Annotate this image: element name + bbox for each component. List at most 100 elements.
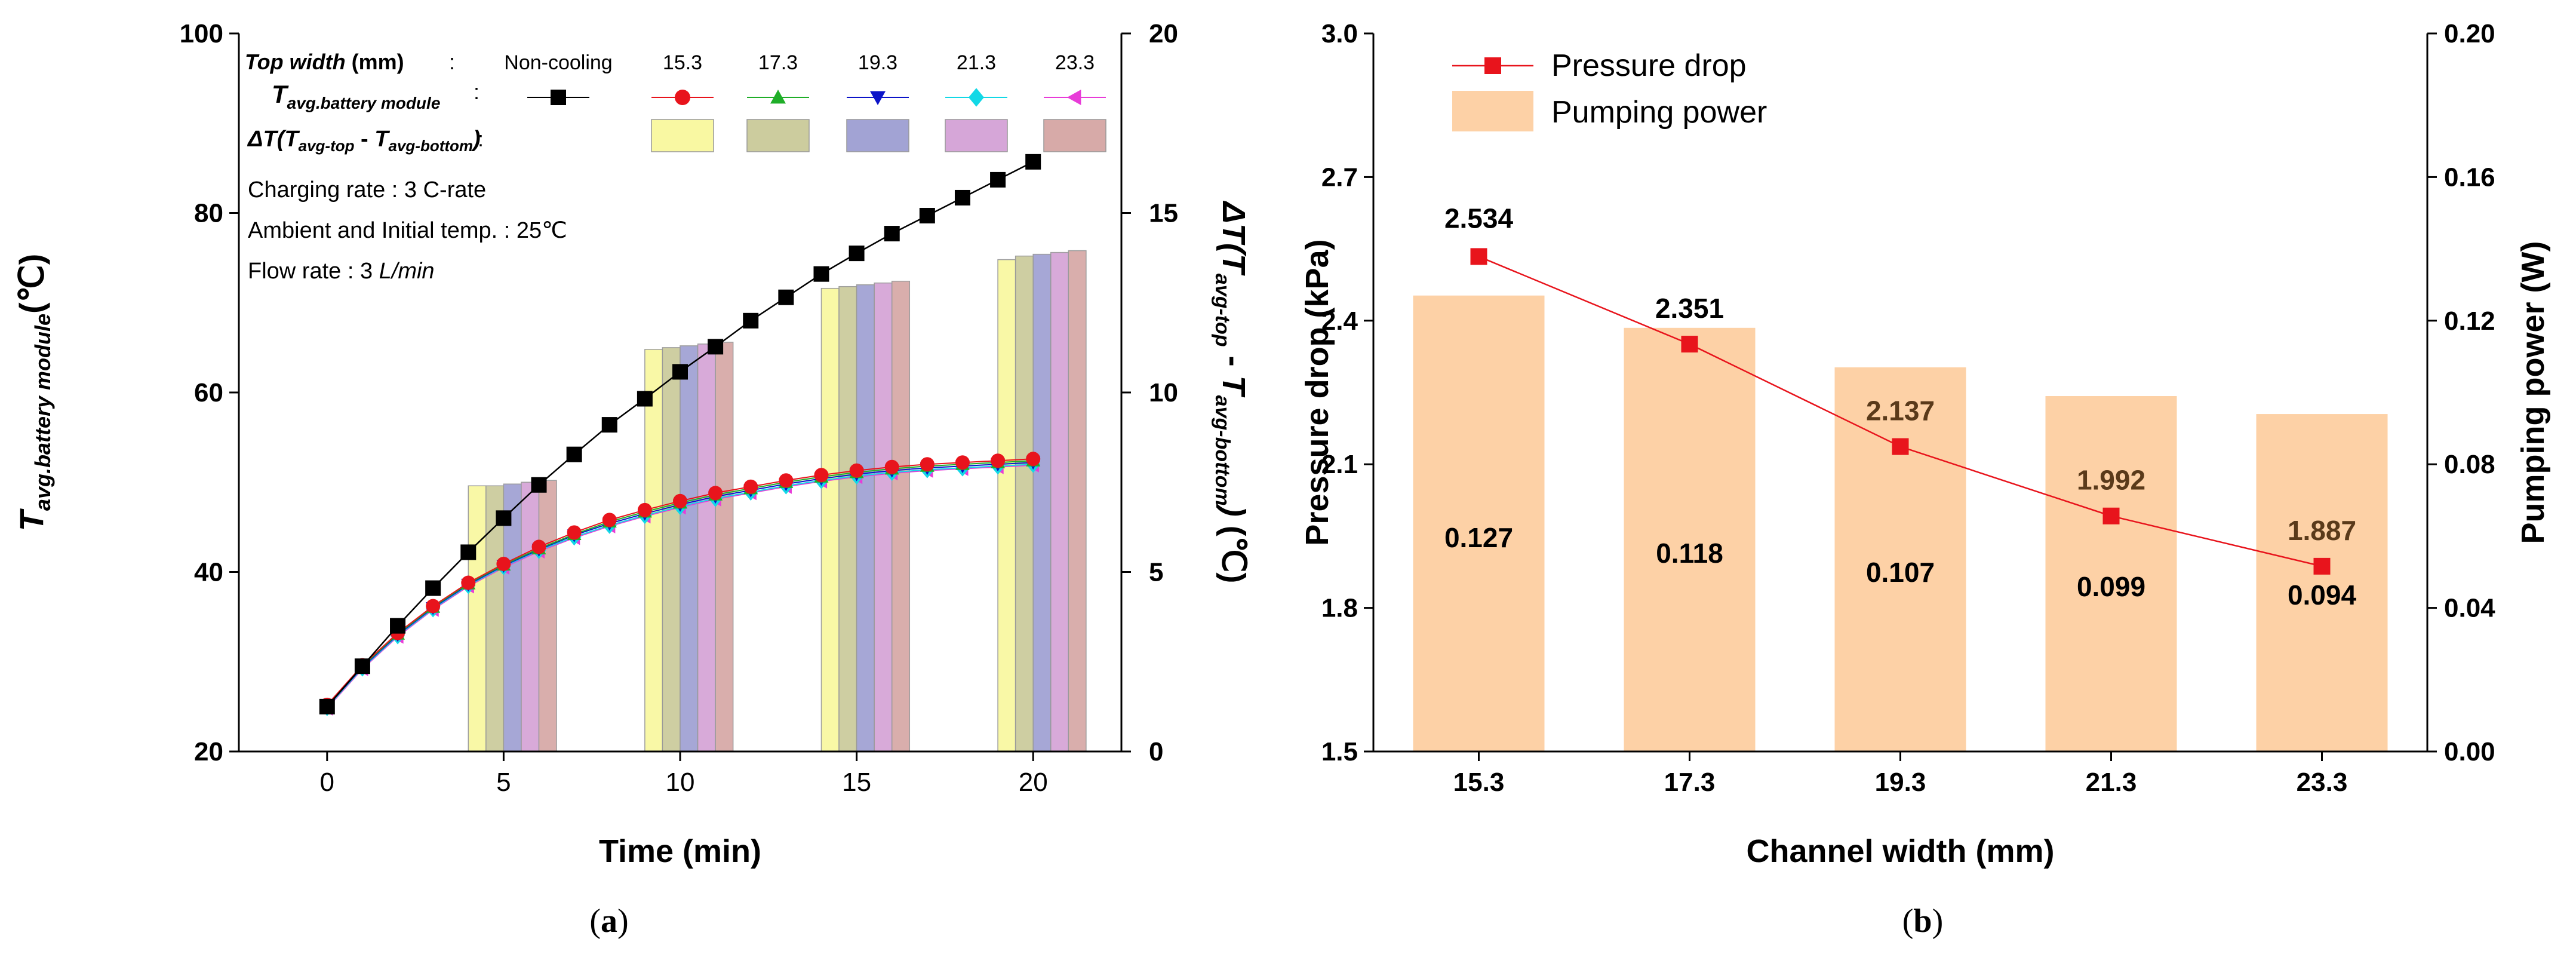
- legend-entry-label: 15.3: [663, 51, 702, 74]
- point-pressure-drop-1: [1681, 336, 1698, 353]
- bar-17_3-3: [1032, 253, 1052, 752]
- legend-bar-swatch: [1452, 91, 1533, 131]
- bar-pumping-power-1: [1624, 327, 1756, 751]
- y-right-axis-title: ΔT(Tavg-top - Tavg-bottom) (℃): [1211, 201, 1252, 584]
- y-left-tick-label: 1.5: [1321, 737, 1358, 766]
- panel-a: 0 5 10 15 20 20 40 60 80 100 0 5 10 15 20 Time (min) Tav…: [13, 19, 1252, 940]
- y-left-tick-label: 20: [194, 737, 223, 766]
- point-Non-cooling-2: [390, 618, 406, 634]
- point-Non-cooling-7: [566, 446, 582, 462]
- legend-marker: [675, 90, 690, 105]
- bar-Non-cooling-2: [820, 287, 840, 752]
- panel-label-a: (a): [589, 903, 628, 940]
- y-left-tick-label: 2.4: [1321, 306, 1358, 336]
- point-Non-cooling-19: [990, 171, 1006, 188]
- bars: [468, 250, 1087, 752]
- legend-bar-swatch: [945, 119, 1008, 152]
- panel-label-b: (b): [1902, 903, 1943, 940]
- legend-colon: :: [478, 127, 484, 151]
- point-pressure-drop-0: [1470, 248, 1487, 265]
- y-left-tick-label: 3.0: [1321, 19, 1358, 48]
- y-right-tick-label: 0.20: [2444, 19, 2495, 48]
- point-pressure-drop-3: [2102, 507, 2120, 524]
- legend: Top width (mm): Non-cooling 15.3 17.3 19.3 21…: [245, 50, 1106, 155]
- bar-17_3-2: [856, 284, 875, 752]
- bar-21_3-1: [715, 342, 734, 752]
- point-15_3-17: [920, 457, 935, 472]
- y-left-tick-label: 2.1: [1321, 450, 1358, 479]
- x-tick-label: 0: [320, 768, 334, 797]
- y-left-axis-title: Tavg.battery module(℃): [13, 254, 55, 532]
- bar-17_3-1: [680, 345, 699, 752]
- bar-15_3-3: [1015, 255, 1034, 752]
- point-Non-cooling-18: [954, 189, 970, 205]
- point-15_3-4: [461, 575, 476, 590]
- x-tick-label: 15: [842, 768, 871, 797]
- x-axis-title: Channel width (mm): [1747, 833, 2055, 869]
- point-Non-cooling-13: [778, 289, 794, 305]
- y-right-tick-label: 0.08: [2444, 450, 2495, 479]
- y-right-tick-label: 0.00: [2444, 737, 2495, 766]
- point-15_3-13: [779, 473, 794, 488]
- x-tick-label: 19.3: [1875, 768, 1926, 797]
- bar-15_3-0: [485, 485, 505, 752]
- bar-21_3-3: [1068, 250, 1087, 752]
- legend-bar-swatch: [1043, 119, 1106, 152]
- legend-entry-label: 21.3: [957, 51, 996, 74]
- line-value-label: 2.351: [1655, 293, 1724, 324]
- y-left-tick-label: 40: [194, 558, 223, 587]
- y-right-tick-label: 0.12: [2444, 306, 2495, 336]
- point-15_3-16: [884, 459, 899, 474]
- y-right-tick-label: 15: [1149, 199, 1178, 228]
- point-Non-cooling-8: [601, 417, 617, 433]
- point-Non-cooling-11: [708, 339, 724, 355]
- panel-b: 0.127 0.118 0.107 0.099 0.094 2.534 2.351 2.137…: [1299, 19, 2551, 940]
- point-Non-cooling-10: [672, 364, 688, 380]
- bar-Non-cooling-0: [468, 485, 487, 752]
- y-right-tick-label: 20: [1149, 19, 1178, 48]
- point-Non-cooling-0: [319, 698, 335, 714]
- x-tick-label: 15.3: [1453, 768, 1505, 797]
- point-15_3-7: [567, 525, 582, 540]
- point-15_3-9: [637, 502, 652, 517]
- legend-bar-swatch: [846, 119, 909, 152]
- bar-19_3-3: [1050, 251, 1069, 752]
- legend-row1-label: Tavg.battery module: [272, 80, 440, 112]
- legend: Pressure drop Pumping power: [1452, 48, 1767, 131]
- legend-entry-label: Non-cooling: [504, 51, 612, 74]
- point-Non-cooling-14: [813, 266, 829, 282]
- point-15_3-3: [426, 599, 441, 613]
- legend-marker: [870, 91, 886, 105]
- legend-bar-swatch: [651, 119, 714, 152]
- bar-pumping-power-3: [2045, 396, 2177, 751]
- point-15_3-12: [743, 479, 758, 494]
- bar-15_3-1: [662, 347, 681, 752]
- bar-19_3-2: [874, 282, 893, 752]
- line-value-label: 2.534: [1444, 203, 1514, 234]
- point-pressure-drop-2: [1892, 438, 1909, 455]
- legend-bar-swatch: [746, 119, 810, 152]
- point-Non-cooling-12: [743, 312, 759, 329]
- y-left-axis-title: Pressure drop (kPa): [1299, 239, 1335, 545]
- x-tick-label: 10: [666, 768, 695, 797]
- bar-17_3-0: [503, 483, 522, 752]
- bar-21_3-0: [538, 480, 557, 752]
- y-left-tick-label: 2.7: [1321, 162, 1358, 192]
- point-15_3-5: [496, 556, 511, 571]
- legend-entry-label: 17.3: [758, 51, 798, 74]
- annotation-ambient: Ambient and Initial temp. : 25℃: [248, 218, 567, 243]
- bar-pumping-power-4: [2256, 414, 2388, 751]
- legend-header: Top width (mm): [245, 50, 404, 74]
- legend-entry-label: 19.3: [858, 51, 897, 74]
- bar-19_3-1: [697, 343, 716, 752]
- line-value-label: 2.137: [1866, 395, 1935, 427]
- line-value-label: 1.887: [2288, 515, 2356, 546]
- x-tick-label: 5: [496, 768, 511, 797]
- point-15_3-8: [602, 513, 617, 527]
- legend-marker: [551, 90, 566, 105]
- point-Non-cooling-15: [849, 246, 865, 262]
- point-Non-cooling-9: [637, 391, 653, 407]
- point-Non-cooling-4: [460, 544, 477, 560]
- line-value-label: 1.992: [2077, 465, 2145, 496]
- legend-marker: [770, 90, 786, 104]
